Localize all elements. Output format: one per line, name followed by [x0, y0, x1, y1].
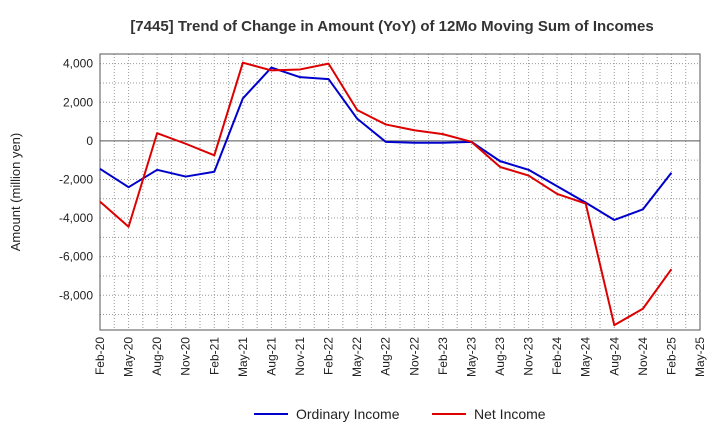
x-tick-label: May-20 — [122, 337, 136, 377]
y-tick-label: 2,000 — [63, 95, 93, 109]
y-tick-label: 0 — [86, 134, 93, 148]
y-tick-label: -2,000 — [59, 172, 93, 186]
x-tick-label: Feb-23 — [436, 337, 450, 375]
x-tick-label: Aug-23 — [493, 337, 507, 376]
x-tick-label: May-21 — [236, 337, 250, 377]
plot-frame — [99, 53, 701, 331]
x-tick-label: Nov-24 — [636, 337, 650, 376]
x-tick-label: May-22 — [350, 337, 364, 377]
x-tick-label: Nov-22 — [407, 337, 421, 376]
y-tick-label: -6,000 — [59, 250, 93, 264]
y-axis: 4,000 2,000 0 -2,000 -4,000 -6,000 -8,000 — [59, 57, 93, 303]
x-tick-label: Feb-20 — [93, 337, 107, 375]
legend-label: Net Income — [474, 406, 546, 422]
chart-title: [7445] Trend of Change in Amount (YoY) o… — [130, 18, 653, 35]
x-axis: Feb-20 May-20 Aug-20 Nov-20 Feb-21 May-21 Aug-… — [93, 337, 707, 377]
x-tick-label: Nov-21 — [293, 337, 307, 376]
x-tick-label: Feb-22 — [322, 337, 336, 375]
x-tick-label: Feb-25 — [664, 337, 678, 375]
x-tick-label: May-25 — [693, 337, 707, 377]
y-tick-label: -4,000 — [59, 211, 93, 225]
grid — [99, 54, 701, 330]
legend: Ordinary Income Net Income — [254, 406, 546, 422]
x-tick-label: May-23 — [464, 337, 478, 377]
y-tick-label: 4,000 — [63, 57, 93, 71]
x-tick-label: Aug-22 — [379, 337, 393, 376]
y-tick-label: -8,000 — [59, 288, 93, 302]
legend-label: Ordinary Income — [296, 406, 400, 422]
x-tick-label: Aug-20 — [150, 337, 164, 376]
x-tick-label: Feb-21 — [207, 337, 221, 375]
x-tick-label: Nov-20 — [179, 337, 193, 376]
series-line-net-income — [99, 61, 673, 327]
series-group — [99, 61, 673, 327]
x-tick-label: Aug-21 — [264, 337, 278, 376]
x-tick-label: Aug-24 — [607, 337, 621, 376]
x-tick-label: May-24 — [579, 337, 593, 377]
x-tick-label: Feb-24 — [550, 337, 564, 375]
y-axis-label: Amount (million yen) — [8, 133, 23, 252]
x-tick-label: Nov-23 — [522, 337, 536, 376]
series-line-ordinary-income — [99, 66, 673, 221]
